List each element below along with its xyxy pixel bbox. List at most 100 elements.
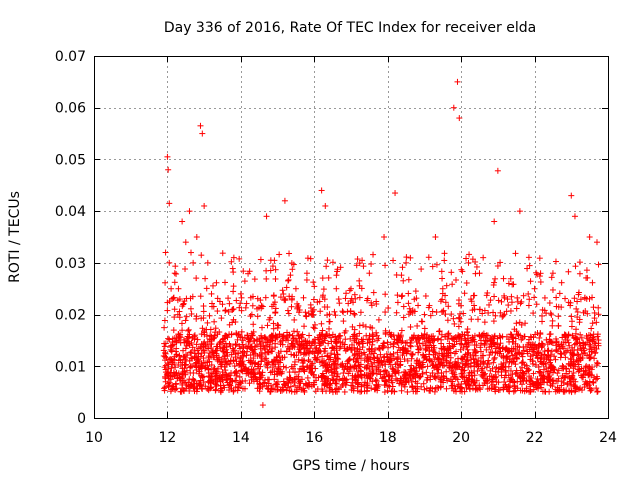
data-point (271, 257, 278, 264)
data-point (237, 300, 244, 307)
data-point (395, 364, 402, 371)
data-point (587, 342, 594, 349)
data-point (203, 326, 210, 333)
data-point (317, 308, 324, 315)
data-point (471, 346, 478, 353)
data-point (357, 361, 364, 368)
data-point (551, 353, 558, 360)
data-point (162, 249, 169, 256)
data-point (529, 380, 536, 387)
data-point (201, 331, 208, 338)
data-point (450, 387, 457, 394)
data-point (291, 352, 298, 359)
data-point (251, 371, 258, 378)
data-point (499, 344, 506, 351)
data-point (370, 289, 377, 296)
data-point (436, 328, 443, 335)
data-point (382, 331, 389, 338)
data-point (491, 333, 498, 340)
data-point (541, 354, 548, 361)
data-point (593, 373, 600, 380)
data-point (356, 260, 363, 267)
data-point (442, 311, 449, 318)
data-point (331, 308, 338, 315)
data-point (529, 358, 536, 365)
data-point (291, 382, 298, 389)
data-point (267, 388, 274, 395)
data-point (308, 311, 315, 318)
data-point (441, 250, 448, 257)
data-point (389, 387, 396, 394)
data-point (193, 354, 200, 361)
data-point (192, 362, 199, 369)
data-point (264, 364, 271, 371)
data-point (562, 332, 569, 339)
data-point (472, 386, 479, 393)
data-point (293, 388, 300, 395)
data-point (179, 327, 186, 334)
data-point (181, 298, 188, 305)
data-point (296, 345, 303, 352)
data-point (476, 382, 483, 389)
data-point (496, 350, 503, 357)
data-point (234, 336, 241, 343)
data-point (256, 385, 263, 392)
data-point (540, 366, 547, 373)
data-point (248, 311, 255, 318)
data-point (237, 380, 244, 387)
data-point (236, 304, 243, 311)
data-point (398, 293, 405, 300)
data-point (281, 380, 288, 387)
data-point (487, 297, 494, 304)
data-point (576, 259, 583, 266)
data-point (314, 350, 321, 357)
data-point (342, 382, 349, 389)
data-point (368, 360, 375, 367)
data-point (302, 350, 309, 357)
data-point (373, 378, 380, 385)
data-point (226, 300, 233, 307)
data-point (295, 356, 302, 363)
data-point (252, 360, 259, 367)
data-point (413, 338, 420, 345)
data-point (280, 332, 287, 339)
data-points (160, 78, 602, 409)
data-point (537, 368, 544, 375)
data-point (508, 359, 515, 366)
data-point (413, 360, 420, 367)
data-point (201, 202, 208, 209)
data-point (288, 303, 295, 310)
data-point (221, 363, 228, 370)
data-point (405, 300, 412, 307)
data-point (458, 381, 465, 388)
data-point (492, 388, 499, 395)
data-point (324, 304, 331, 311)
data-point (249, 374, 256, 381)
data-point (561, 388, 568, 395)
data-point (463, 340, 470, 347)
data-point (328, 369, 335, 376)
data-point (541, 294, 548, 301)
data-point (246, 369, 253, 376)
data-point (594, 388, 601, 395)
data-point (225, 295, 232, 302)
data-point (296, 384, 303, 391)
data-point (233, 297, 240, 304)
data-point (178, 320, 185, 327)
data-point (368, 261, 375, 268)
data-point (356, 277, 363, 284)
data-point (586, 234, 593, 240)
data-point (427, 339, 434, 346)
data-point (393, 339, 400, 346)
data-point (397, 358, 404, 365)
data-point (222, 359, 229, 366)
data-point (583, 267, 590, 274)
data-point (285, 380, 292, 387)
data-point (199, 386, 206, 393)
data-point (423, 345, 430, 352)
data-point (192, 350, 199, 357)
data-point (240, 344, 247, 351)
data-point (398, 327, 405, 334)
data-point (307, 255, 314, 262)
data-point (543, 336, 550, 343)
